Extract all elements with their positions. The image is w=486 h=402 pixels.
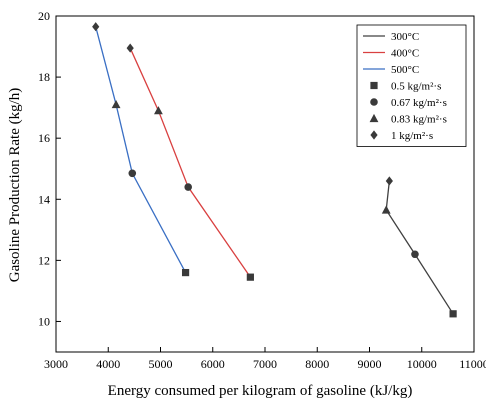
data-point xyxy=(128,169,137,178)
legend-label: 300°C xyxy=(391,31,419,43)
x-tick-label: 9000 xyxy=(358,357,382,371)
data-point xyxy=(92,22,100,32)
data-point xyxy=(111,99,121,109)
legend-label: 0.5 kg/m²·s xyxy=(391,81,441,93)
y-tick-label: 18 xyxy=(38,70,50,84)
series-line xyxy=(95,26,187,273)
y-tick-label: 20 xyxy=(38,9,50,23)
data-point xyxy=(126,43,134,53)
legend-label: 0.67 kg/m²·s xyxy=(391,97,447,109)
x-tick-label: 7000 xyxy=(253,357,277,371)
series-line xyxy=(129,47,251,278)
series-line xyxy=(385,180,454,315)
legend-marker-swatch xyxy=(369,113,379,123)
legend-marker-swatch xyxy=(370,130,378,140)
x-tick-label: 10000 xyxy=(407,357,437,371)
legend-marker-swatch xyxy=(370,98,378,106)
legend-label: 0.83 kg/m²·s xyxy=(391,114,447,126)
legend-label: 500°C xyxy=(391,64,419,76)
legend-label: 400°C xyxy=(391,48,419,60)
data-point xyxy=(154,106,163,115)
data-point xyxy=(246,273,254,281)
data-point xyxy=(181,268,190,277)
x-tick-label: 5000 xyxy=(149,357,173,371)
x-tick-label: 4000 xyxy=(96,357,120,371)
data-point xyxy=(411,250,419,259)
y-tick-label: 12 xyxy=(38,253,50,267)
x-tick-label: 11000 xyxy=(459,357,486,371)
series-layer xyxy=(92,22,457,318)
data-point xyxy=(184,183,192,191)
x-tick-label: 3000 xyxy=(44,357,68,371)
data-point xyxy=(449,310,457,318)
x-tick-label: 6000 xyxy=(201,357,225,371)
y-tick-label: 10 xyxy=(38,314,50,328)
y-axis-title: Gasoline Production Rate (kg/h) xyxy=(7,88,23,283)
legend-label: 1 kg/m²·s xyxy=(391,130,433,142)
x-axis-title: Energy consumed per kilogram of gasoline… xyxy=(108,383,413,399)
y-tick-label: 14 xyxy=(38,192,50,206)
x-tick-label: 8000 xyxy=(305,357,329,371)
legend: 300°C 400°C 500°C 0.5 kg/m²·s 0.67 kg/m²·s 0.… xyxy=(356,24,467,147)
axes: 3000 4000 5000 6000 7000 8000 9000 10000 11000 10… xyxy=(38,9,486,371)
legend-marker-swatch xyxy=(370,81,378,90)
data-point xyxy=(381,205,391,214)
data-point xyxy=(385,176,393,186)
y-tick-label: 16 xyxy=(38,131,50,145)
